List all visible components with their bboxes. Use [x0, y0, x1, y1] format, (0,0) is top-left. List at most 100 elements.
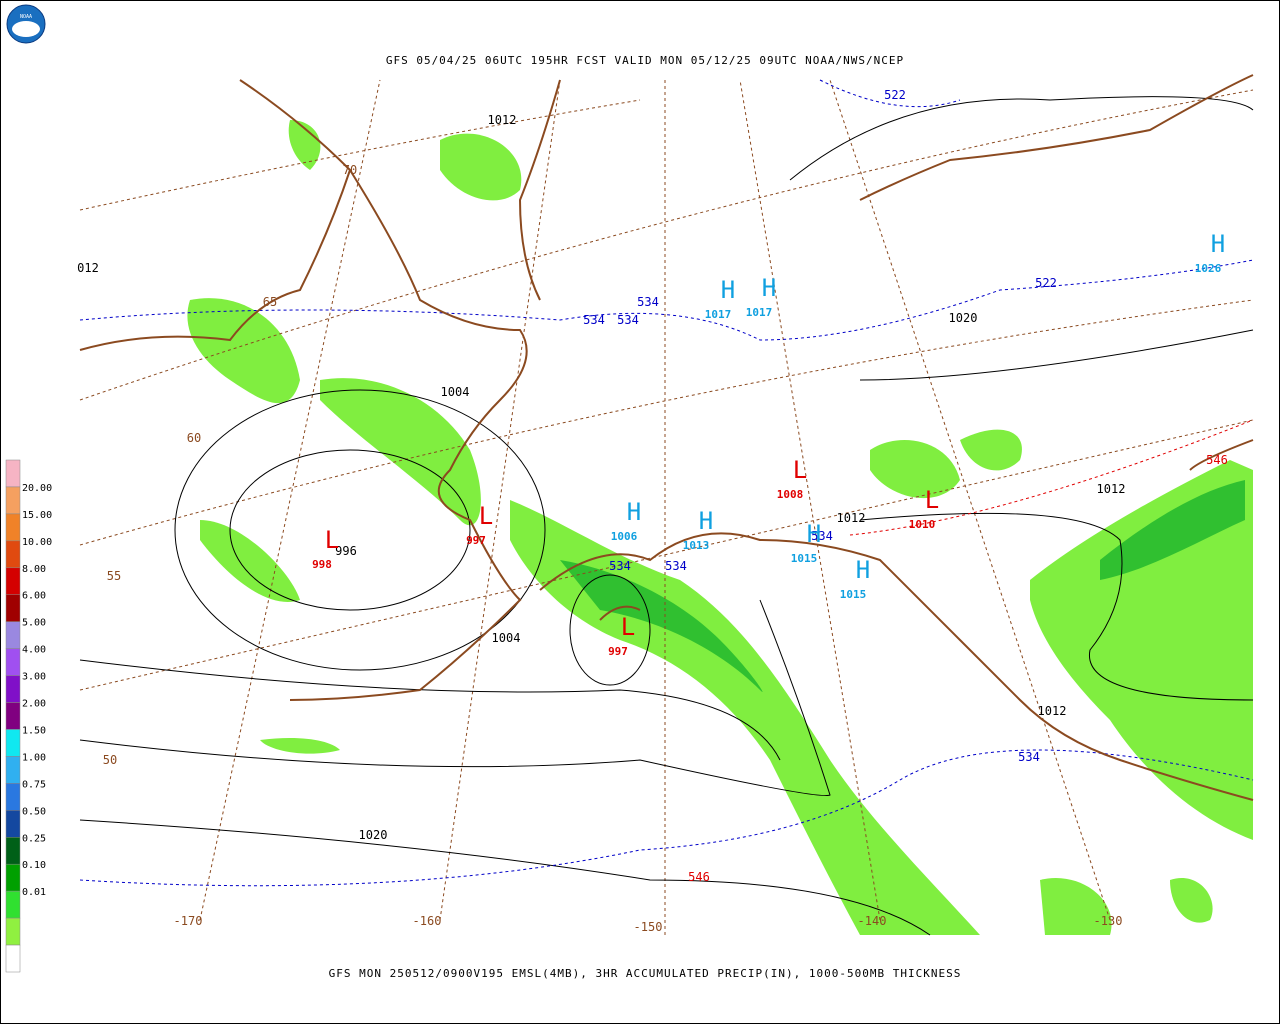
thickness-label: 534 — [583, 313, 605, 327]
legend-swatch — [5, 863, 21, 892]
legend-swatch — [5, 917, 21, 946]
low-pressure: 998 — [312, 558, 332, 571]
legend-label: 0.25 — [22, 833, 46, 844]
legend-label: 0.50 — [22, 806, 46, 817]
low-symbol: L — [925, 486, 939, 514]
legend-label: 20.00 — [22, 483, 52, 494]
legend-swatch — [5, 567, 21, 595]
legend-swatch — [5, 540, 21, 569]
logo-text: NOAA — [20, 14, 32, 20]
isobar-lines — [79, 96, 1254, 936]
graticule-label: 55 — [107, 569, 121, 583]
isobar-label: 1012 — [1038, 704, 1067, 718]
graticule-label: 65 — [263, 295, 277, 309]
legend-swatch — [5, 783, 21, 811]
precip-heavy — [560, 480, 1245, 692]
caption: GFS MON 250512/0900V195 EMSL(4MB), 3HR A… — [329, 967, 962, 980]
legend-label: 4.00 — [22, 645, 46, 656]
graticule-label: -130 — [1094, 914, 1123, 928]
legend: 20.00 15.00 10.00 8.00 6.00 5.00 4.00 3.00 2.00 1… — [5, 459, 52, 973]
graticule-label: -160 — [413, 914, 442, 928]
isobar-label: 1004 — [441, 385, 470, 399]
thickness-label: 534 — [811, 529, 833, 543]
legend-swatch — [5, 648, 21, 676]
low-symbol: L — [621, 613, 635, 641]
isobar-label: 1020 — [949, 311, 978, 325]
low-pressure: 1010 — [909, 518, 936, 531]
high-symbol: H — [1211, 230, 1225, 258]
high-pressure: 1015 — [791, 552, 818, 565]
legend-label: 15.00 — [22, 510, 52, 521]
legend-label: 2.00 — [22, 699, 46, 710]
thickness-label: 522 — [884, 88, 906, 102]
high-symbol: H — [627, 498, 641, 526]
high-symbol: H — [856, 556, 870, 584]
legend-label: 0.01 — [22, 887, 46, 898]
graticule-label: -150 — [634, 920, 663, 934]
map-labels: 1012 012 1004 996 1004 1020 1020 1012 1012 1012 52… — [77, 88, 1228, 934]
high-pressure: 1015 — [840, 588, 867, 601]
isobar-label: 1020 — [359, 828, 388, 842]
legend-label: 3.00 — [22, 672, 46, 683]
graticule-label: -170 — [174, 914, 203, 928]
low-pressure: 1008 — [777, 488, 804, 501]
legend-swatch — [5, 486, 21, 515]
thickness-546-line — [849, 419, 1254, 536]
low-symbol: L — [793, 456, 807, 484]
thickness-label: 546 — [1206, 453, 1228, 467]
high-pressure: 1017 — [746, 306, 773, 319]
legend-swatch — [5, 621, 21, 649]
coastline — [79, 74, 1254, 801]
thickness-lines — [79, 79, 1254, 887]
legend-swatch — [5, 675, 21, 703]
high-symbol: H — [699, 507, 713, 535]
low-symbol: L — [325, 526, 339, 554]
thickness-label: 534 — [1018, 750, 1040, 764]
legend-swatch — [5, 810, 21, 838]
high-symbol: H — [807, 520, 821, 548]
thickness-label: 534 — [609, 559, 631, 573]
isobar-label: 1012 — [488, 113, 517, 127]
legend-label: 1.00 — [22, 752, 46, 763]
legend-label: 0.75 — [22, 779, 46, 790]
isobar-label: 1012 — [1097, 482, 1126, 496]
legend-label: 6.00 — [22, 591, 46, 602]
thickness-label: 522 — [1035, 276, 1057, 290]
legend-label: 10.00 — [22, 537, 52, 548]
graticule-label: 70 — [343, 163, 357, 177]
title: GFS 05/04/25 06UTC 195HR FCST VALID MON … — [386, 54, 904, 67]
legend-label: 5.00 — [22, 618, 46, 629]
high-pressure: 1013 — [683, 539, 710, 552]
legend-swatch — [5, 459, 21, 488]
thickness-label: 546 — [688, 870, 710, 884]
legend-swatch — [5, 944, 21, 973]
low-symbol: L — [479, 502, 493, 530]
noaa-logo: NOAA — [6, 4, 46, 44]
high-symbol: H — [762, 274, 776, 302]
graticule-label: 50 — [103, 753, 117, 767]
low-pressure: 997 — [466, 534, 486, 547]
low-pressure: 997 — [608, 645, 628, 658]
thickness-label: 534 — [617, 313, 639, 327]
thickness-label: 534 — [665, 559, 687, 573]
graticule-label: 60 — [187, 431, 201, 445]
legend-swatch — [5, 594, 21, 622]
high-pressure: 1017 — [705, 308, 732, 321]
graticule-label: -140 — [858, 914, 887, 928]
legend-label: 1.50 — [22, 725, 46, 736]
high-pressure: 1006 — [611, 530, 638, 543]
legend-swatch — [5, 837, 21, 865]
isobar-label: 996 — [335, 544, 357, 558]
high-symbol: H — [721, 276, 735, 304]
isobar-label: 1012 — [837, 511, 866, 525]
legend-label: 8.00 — [22, 564, 46, 575]
isobar-label: 012 — [77, 261, 99, 275]
legend-swatch — [5, 756, 21, 784]
isobar-label: 1004 — [492, 631, 521, 645]
map-area — [79, 74, 1254, 936]
legend-swatch — [5, 702, 21, 730]
legend-label: 0.10 — [22, 860, 46, 871]
legend-swatch — [5, 513, 21, 542]
